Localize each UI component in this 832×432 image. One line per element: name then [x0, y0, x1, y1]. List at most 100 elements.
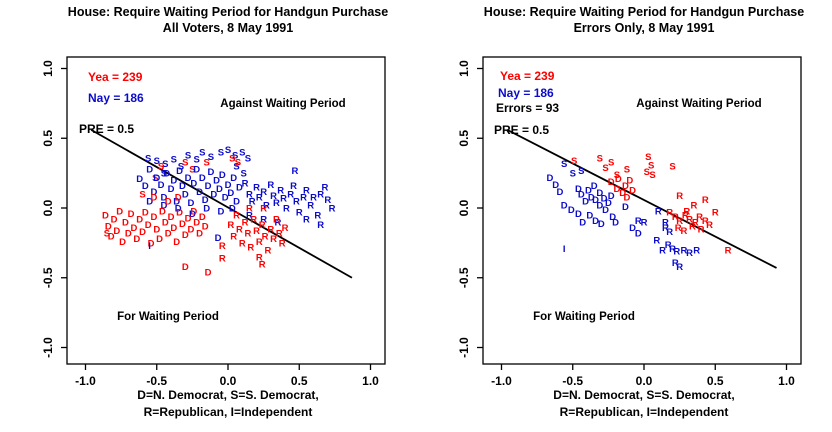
data-point-D: D — [575, 209, 582, 220]
data-point-D: D — [142, 181, 149, 192]
data-point-R: R — [245, 229, 252, 240]
data-point-D: D — [188, 224, 195, 235]
data-point-R: R — [259, 220, 266, 231]
data-point-R: R — [277, 185, 284, 196]
data-point-S: S — [597, 153, 603, 164]
data-point-D: D — [578, 190, 585, 201]
data-point-D: D — [547, 173, 554, 184]
data-point-D: D — [148, 238, 155, 249]
x-tick-label: 0.5 — [707, 374, 724, 388]
data-point-S: S — [614, 170, 620, 181]
data-point-R: R — [680, 245, 687, 256]
data-point-D: D — [160, 201, 167, 212]
data-point-D: D — [175, 204, 182, 215]
data-point-S: S — [648, 160, 654, 171]
data-point-R: R — [676, 216, 683, 227]
data-point-S: S — [158, 162, 164, 173]
x-tick-label: -0.5 — [562, 374, 583, 388]
data-point-R: R — [693, 245, 700, 256]
data-point-D: D — [176, 208, 183, 219]
data-point-S: S — [645, 152, 651, 163]
data-point-D: D — [105, 222, 112, 233]
data-point-R: R — [324, 195, 331, 206]
data-point-R: R — [267, 180, 274, 191]
data-point-R: R — [242, 217, 249, 228]
data-point-D: D — [609, 212, 616, 223]
data-point-D: D — [102, 210, 109, 221]
data-point-R: R — [263, 201, 270, 212]
y-tick-label: -1.0 — [457, 337, 471, 358]
data-point-D: D — [216, 184, 223, 195]
data-point-D: D — [207, 167, 214, 178]
data-point-R: R — [246, 210, 253, 221]
data-point-D: D — [136, 215, 143, 226]
data-point-D: D — [215, 233, 222, 244]
data-point-D: D — [153, 173, 160, 184]
cutting-line — [506, 129, 777, 269]
data-point-D: D — [602, 205, 609, 216]
data-point-D: D — [202, 195, 209, 206]
legend-yea: Yea = 239 — [500, 69, 555, 83]
data-point-S: S — [203, 157, 209, 168]
data-point-D: D — [182, 230, 189, 241]
data-point-D: D — [136, 174, 143, 185]
data-point-R: R — [683, 206, 690, 217]
data-point-R: R — [635, 216, 642, 227]
chart-title: House: Require Waiting Period for Handgu… — [483, 5, 805, 19]
data-point-D: D — [165, 229, 172, 240]
x-tick-label: 1.0 — [778, 374, 795, 388]
data-point-S: S — [199, 148, 205, 159]
data-point-R: R — [282, 223, 289, 234]
data-point-D: D — [160, 192, 167, 203]
data-point-S: S — [570, 169, 576, 180]
data-point-R: R — [296, 208, 303, 219]
legend-pre: PRE = 0.5 — [79, 122, 134, 136]
data-point-D: D — [205, 268, 212, 279]
data-point-S: S — [235, 157, 241, 168]
data-point-D: D — [170, 223, 177, 234]
data-point-R: R — [250, 215, 257, 226]
data-point-D: D — [592, 195, 599, 206]
data-point-D: D — [608, 191, 615, 202]
x-tick-label: 1.0 — [362, 374, 379, 388]
data-point-R: R — [665, 240, 672, 251]
data-point-R: R — [321, 183, 328, 194]
data-point-S: S — [178, 162, 184, 173]
data-point-D: D — [146, 197, 153, 208]
data-point-R: R — [274, 217, 281, 228]
data-point-R: R — [256, 252, 263, 263]
y-tick-label: -0.5 — [41, 267, 55, 288]
data-point-D: D — [182, 262, 189, 273]
data-point-D: D — [199, 212, 206, 223]
data-point-D: D — [582, 197, 589, 208]
legend-nay: Nay = 186 — [498, 86, 554, 100]
data-point-S: S — [229, 153, 235, 164]
data-point-R: R — [702, 216, 709, 227]
data-point-D: D — [210, 190, 217, 201]
data-point-R: R — [293, 197, 300, 208]
data-point-S: S — [139, 190, 145, 201]
data-point-D: D — [113, 226, 120, 237]
plot-box — [66, 56, 386, 365]
data-point-D: D — [193, 217, 200, 228]
data-point-D: D — [156, 234, 163, 245]
data-point-D: D — [561, 201, 568, 212]
data-point-R: R — [247, 243, 254, 254]
cutting-line — [90, 129, 353, 279]
x-axis-caption-line1: D=N. Democrat, S=S. Democrat, — [553, 388, 735, 402]
data-point-D: D — [199, 173, 206, 184]
data-point-D: D — [613, 184, 620, 195]
data-point-D: D — [596, 188, 603, 199]
data-point-S: S — [182, 157, 188, 168]
data-point-R: R — [329, 204, 336, 215]
legend-yea: Yea = 239 — [88, 70, 143, 84]
data-point-S: S — [171, 155, 177, 166]
data-point-R: R — [292, 166, 299, 177]
data-point-R: R — [219, 254, 226, 265]
data-point-R: R — [641, 217, 648, 228]
data-point-R: R — [256, 192, 263, 203]
data-point-R: R — [666, 208, 673, 219]
data-point-R: R — [273, 198, 280, 209]
data-point-R: R — [314, 210, 321, 221]
data-point-D: D — [179, 181, 186, 192]
